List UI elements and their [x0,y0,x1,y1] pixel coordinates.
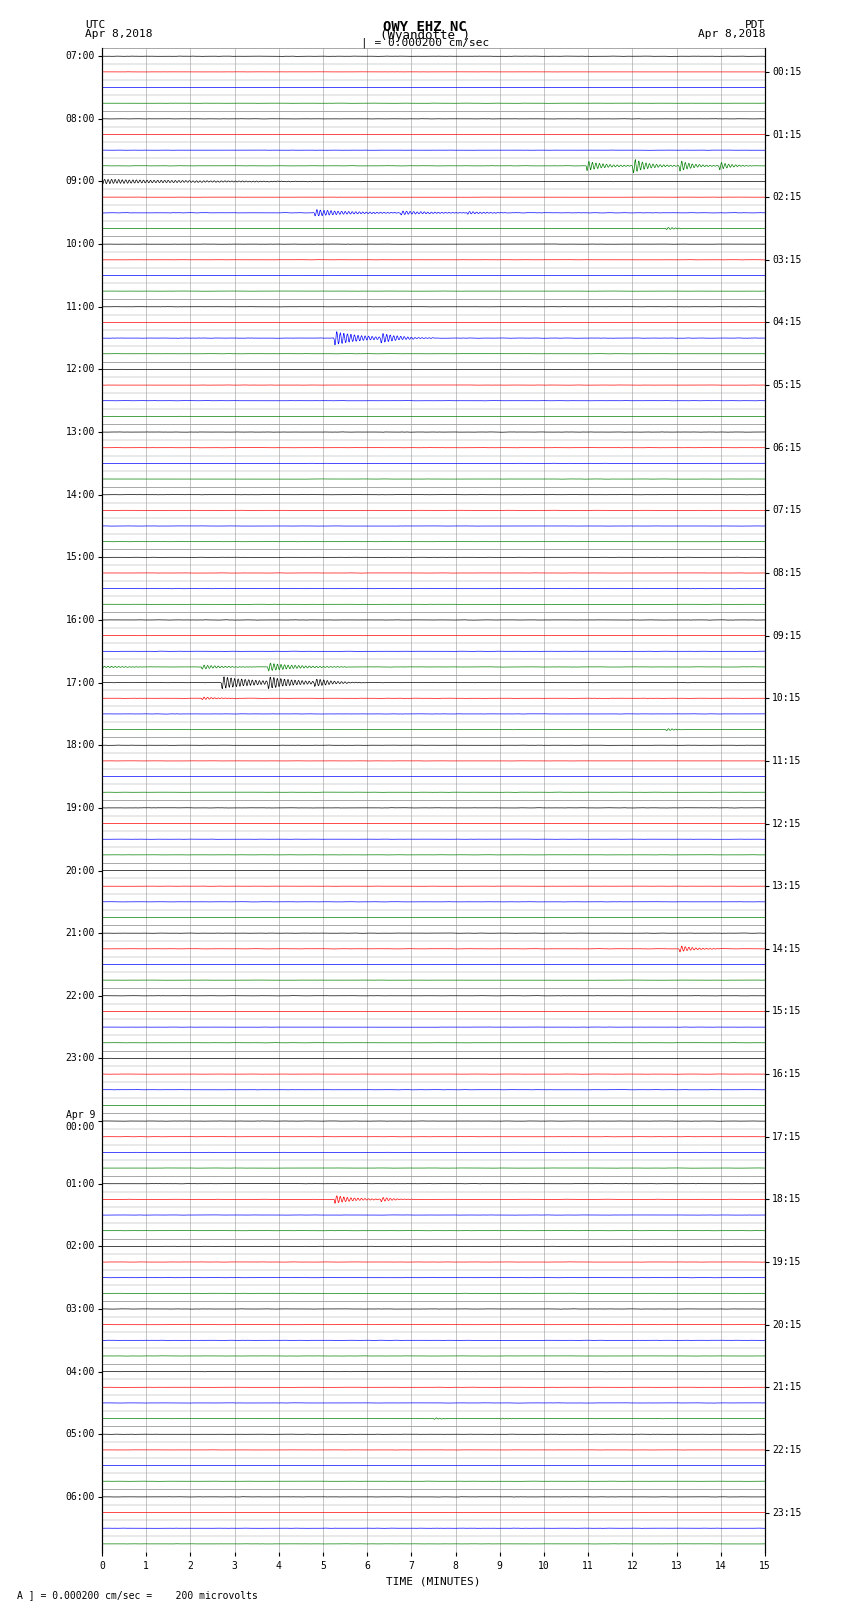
X-axis label: TIME (MINUTES): TIME (MINUTES) [386,1576,481,1586]
Text: Apr 8,2018: Apr 8,2018 [85,29,152,39]
Text: PDT: PDT [745,19,765,31]
Text: | = 0.000200 cm/sec: | = 0.000200 cm/sec [361,37,489,48]
Text: UTC: UTC [85,19,105,31]
Text: OWY EHZ NC: OWY EHZ NC [383,19,467,34]
Text: A ] = 0.000200 cm/sec =    200 microvolts: A ] = 0.000200 cm/sec = 200 microvolts [17,1590,258,1600]
Text: Apr 8,2018: Apr 8,2018 [698,29,765,39]
Text: (Wyandotte ): (Wyandotte ) [380,29,470,42]
